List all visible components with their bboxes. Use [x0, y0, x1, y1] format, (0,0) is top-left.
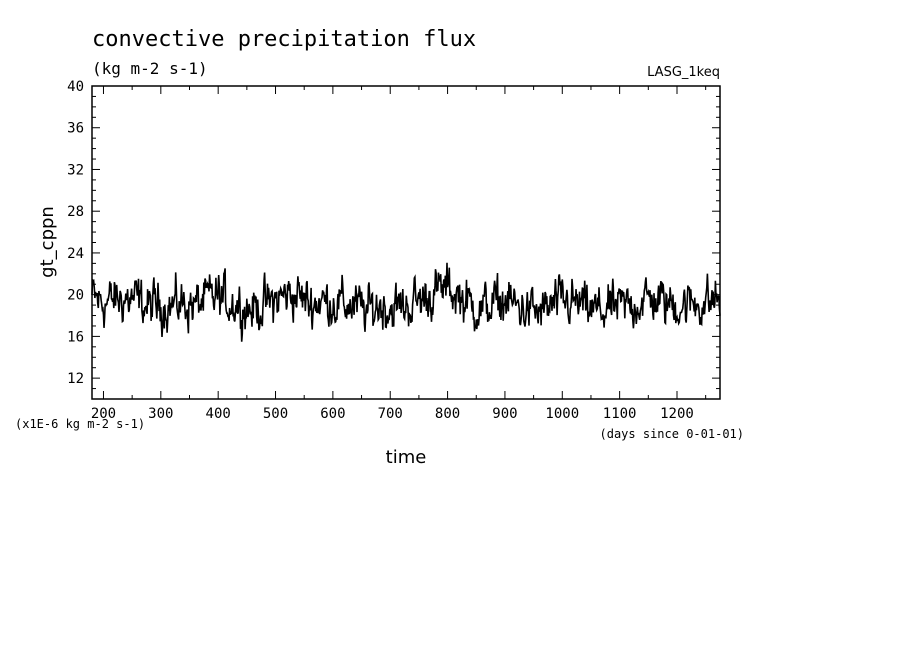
- x-tick-label: 200: [91, 406, 116, 422]
- y-tick-label: 36: [67, 121, 84, 137]
- x-tick-label: 1200: [660, 406, 694, 422]
- chart-subtitle: (kg m-2 s-1): [92, 59, 208, 78]
- y-tick-label: 40: [67, 79, 84, 95]
- y-tick-label: 28: [67, 204, 84, 220]
- x-tick-label: 900: [492, 406, 517, 422]
- y-axis-title: gt_cppn: [37, 206, 58, 278]
- y-units-label: (x1E-6 kg m-2 s-1): [15, 417, 145, 431]
- y-tick-label: 16: [67, 329, 84, 345]
- y-tick-label: 20: [67, 288, 84, 304]
- x-axis: 200 300 400 500 600 700 800 900 1000 1100 1200: [91, 86, 707, 422]
- y-axis: 12 16 20 24 28 32 36 40: [67, 79, 720, 390]
- x-tick-label: 500: [263, 406, 288, 422]
- x-units-label: (days since 0-01-01): [600, 427, 745, 441]
- x-axis-title: time: [386, 447, 427, 468]
- chart-title: convective precipitation flux: [92, 27, 476, 52]
- y-tick-label: 32: [67, 162, 84, 178]
- x-tick-label: 700: [378, 406, 403, 422]
- x-tick-label: 1000: [545, 406, 579, 422]
- y-tick-label: 12: [67, 371, 84, 387]
- series-line: [91, 262, 721, 342]
- x-tick-label: 400: [206, 406, 231, 422]
- x-tick-label: 600: [320, 406, 345, 422]
- plot-frame: [91, 85, 721, 400]
- y-tick-label: 24: [67, 246, 84, 262]
- x-tick-label: 1100: [603, 406, 637, 422]
- run-tag: LASG_1keq: [647, 65, 720, 80]
- x-tick-label: 800: [435, 406, 460, 422]
- x-tick-label: 300: [148, 406, 173, 422]
